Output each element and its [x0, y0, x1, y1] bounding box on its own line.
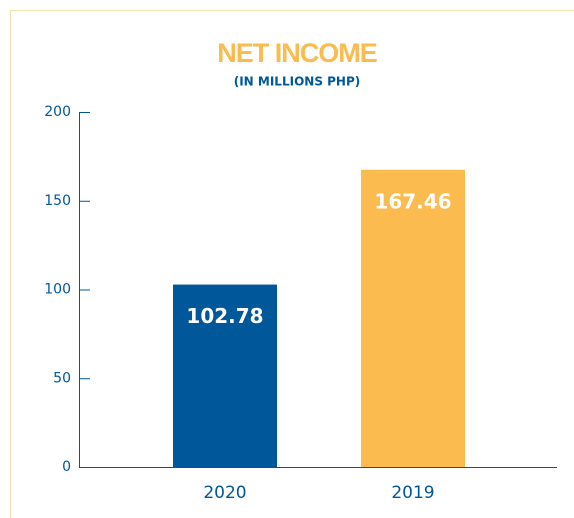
y-tick-label: 100 [44, 282, 71, 298]
y-tick-label: 150 [44, 193, 71, 209]
y-tick-label: 200 [44, 104, 71, 120]
chart-subtitle: (IN MILLIONS PHP) [234, 75, 361, 89]
y-tick-label: 0 [62, 459, 71, 475]
chart-title: NET INCOME [217, 38, 377, 68]
bar [173, 284, 277, 467]
bar [361, 169, 465, 468]
x-tick-label: 2019 [391, 483, 434, 503]
y-tick-label: 50 [53, 370, 71, 386]
value-label: 167.46 [374, 189, 451, 213]
x-tick-label: 2020 [203, 483, 246, 503]
value-label: 102.78 [186, 304, 263, 328]
